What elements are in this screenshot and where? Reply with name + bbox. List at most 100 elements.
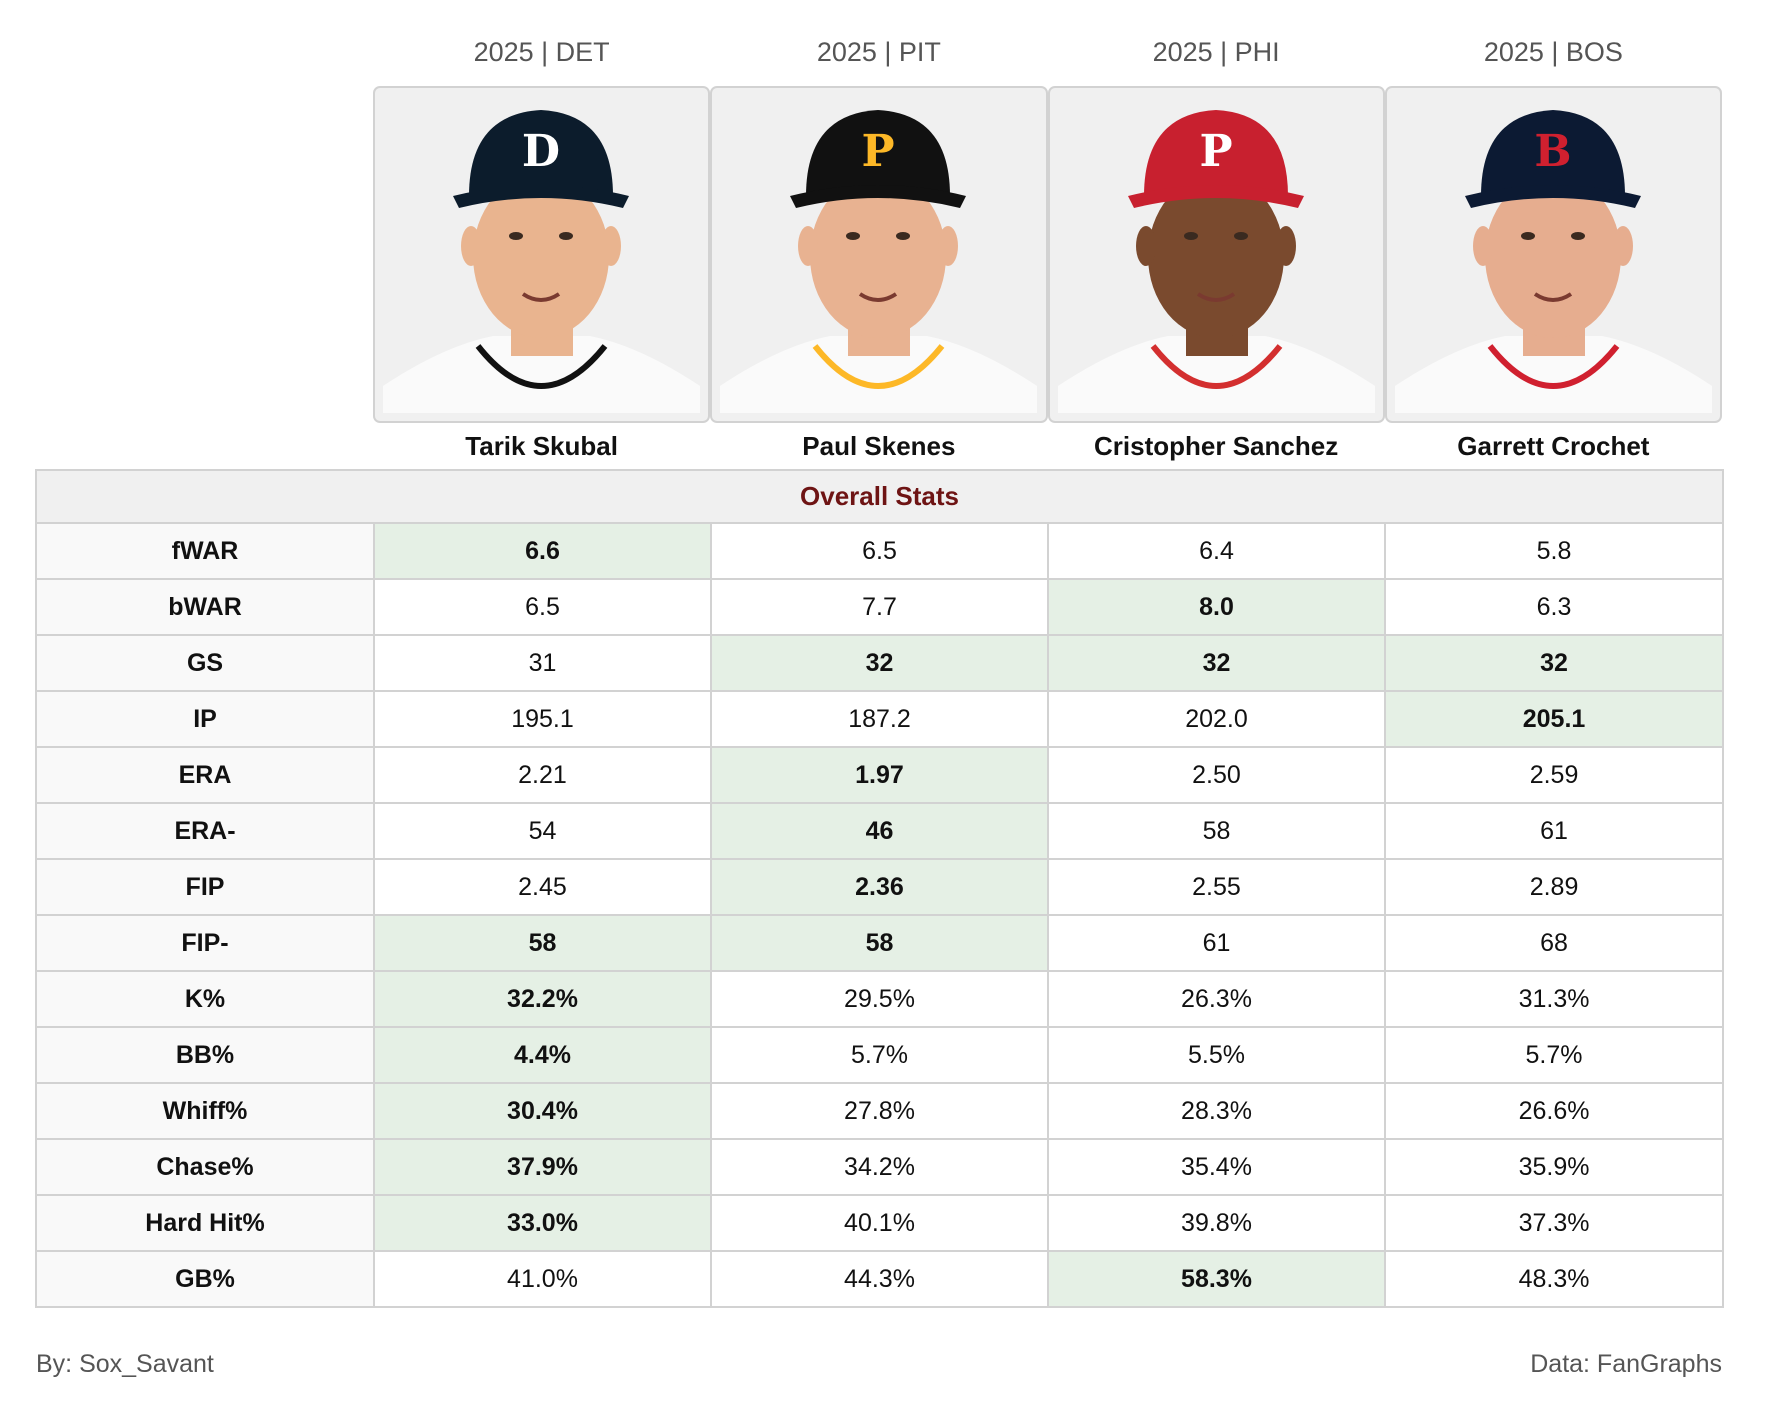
table-row: bWAR 6.5 7.7 8.0 6.3: [35, 578, 1725, 636]
table-row: FIP- 58 58 61 68: [35, 914, 1725, 972]
stat-value-skenes: 34.2%: [710, 1138, 1049, 1196]
table-row: K% 32.2% 29.5% 26.3% 31.3%: [35, 970, 1725, 1028]
stat-value-skubal: 4.4%: [373, 1026, 712, 1084]
team-label-skubal: 2025 | DET: [473, 37, 610, 67]
stat-value-skubal: 58: [373, 914, 712, 972]
stat-label: bWAR: [35, 578, 375, 636]
stat-value-crochet: 2.89: [1383, 858, 1725, 916]
author-credit: By: Sox_Savant: [36, 1350, 214, 1378]
stat-label: Chase%: [35, 1138, 375, 1196]
stat-value-skenes: 1.97: [710, 746, 1049, 804]
team-label-crochet: 2025 | BOS: [1483, 37, 1623, 67]
stat-value-crochet: 2.59: [1383, 746, 1725, 804]
stat-value-sanchez: 58: [1047, 802, 1386, 860]
stat-value-skenes: 5.7%: [710, 1026, 1049, 1084]
stat-value-skubal: 30.4%: [373, 1082, 712, 1140]
stat-value-skubal: 41.0%: [373, 1250, 712, 1308]
stats-body: fWAR 6.6 6.5 6.4 5.8 bWAR 6.5 7.7 8.0 6.3 GS 31 32 32…: [35, 522, 1725, 1308]
stat-value-skubal: 195.1: [373, 690, 712, 748]
stat-value-skenes: 187.2: [710, 690, 1049, 748]
svg-text:B: B: [1534, 126, 1571, 177]
stat-label: GS: [35, 634, 375, 692]
team-label-skenes: 2025 | PIT: [816, 37, 941, 67]
stat-value-sanchez: 61: [1047, 914, 1386, 972]
stat-value-crochet: 68: [1383, 914, 1725, 972]
stat-value-crochet: 31.3%: [1383, 970, 1725, 1028]
stat-value-sanchez: 5.5%: [1047, 1026, 1386, 1084]
stat-label: BB%: [35, 1026, 375, 1084]
stat-label: K%: [35, 970, 375, 1028]
stat-label: Hard Hit%: [35, 1194, 375, 1252]
player-name-skenes: Paul Skenes: [802, 431, 956, 461]
stat-value-sanchez: 58.3%: [1047, 1250, 1386, 1308]
svg-text:D: D: [522, 126, 560, 177]
player-photo-crochet: B: [1384, 86, 1722, 423]
stat-value-sanchez: 202.0: [1047, 690, 1386, 748]
svg-text:P: P: [1199, 126, 1232, 177]
stat-value-skenes: 40.1%: [710, 1194, 1049, 1252]
stat-value-skenes: 32: [710, 634, 1049, 692]
stat-value-sanchez: 28.3%: [1047, 1082, 1386, 1140]
player-name-sanchez: Cristopher Sanchez: [1094, 431, 1339, 461]
table-row: fWAR 6.6 6.5 6.4 5.8: [35, 522, 1725, 580]
stat-value-skubal: 54: [373, 802, 712, 860]
player-headshot-icon: P: [1057, 96, 1375, 413]
table-row: Chase% 37.9% 34.2% 35.4% 35.9%: [35, 1138, 1725, 1196]
stat-value-skubal: 32.2%: [373, 970, 712, 1028]
table-row: ERA- 54 46 58 61: [35, 802, 1725, 860]
stat-value-sanchez: 35.4%: [1047, 1138, 1386, 1196]
stat-value-crochet: 5.7%: [1383, 1026, 1725, 1084]
stat-value-sanchez: 8.0: [1047, 578, 1386, 636]
player-photo-sanchez: P: [1047, 86, 1385, 423]
player-names: Tarik Skubal Paul Skenes Cristopher Sanc…: [373, 424, 1722, 468]
stat-value-skubal: 33.0%: [373, 1194, 712, 1252]
table-row: GS 31 32 32 32: [35, 634, 1725, 692]
table-row: Hard Hit% 33.0% 40.1% 39.8% 37.3%: [35, 1194, 1725, 1252]
stat-value-skenes: 58: [710, 914, 1049, 972]
stat-value-sanchez: 6.4: [1047, 522, 1386, 580]
stat-value-crochet: 61: [1383, 802, 1725, 860]
stat-value-skubal: 6.6: [373, 522, 712, 580]
stat-value-crochet: 5.8: [1383, 522, 1725, 580]
table-row: ERA 2.21 1.97 2.50 2.59: [35, 746, 1725, 804]
player-photo-skubal: D: [373, 86, 711, 423]
player-headshot-icon: D: [383, 96, 700, 413]
table-row: IP 195.1 187.2 202.0 205.1: [35, 690, 1725, 748]
stat-value-sanchez: 26.3%: [1047, 970, 1386, 1028]
stat-value-skenes: 29.5%: [710, 970, 1049, 1028]
stat-value-skubal: 2.45: [373, 858, 712, 916]
table-row: GB% 41.0% 44.3% 58.3% 48.3%: [35, 1250, 1725, 1308]
stat-value-crochet: 48.3%: [1383, 1250, 1725, 1308]
data-source: Data: FanGraphs: [1530, 1350, 1722, 1378]
player-name-crochet: Garrett Crochet: [1457, 431, 1650, 461]
stat-value-skubal: 31: [373, 634, 712, 692]
table-row: FIP 2.45 2.36 2.55 2.89: [35, 858, 1725, 916]
stat-value-skenes: 6.5: [710, 522, 1049, 580]
player-headshot-icon: B: [1394, 96, 1712, 413]
stats-table: Overall Stats fWAR 6.6 6.5 6.4 5.8 bWAR 6.5 7.7…: [34, 469, 1725, 1308]
svg-text:P: P: [862, 126, 895, 177]
stat-value-crochet: 6.3: [1383, 578, 1725, 636]
player-headshot-icon: P: [720, 96, 1038, 413]
section-header-row: Overall Stats: [34, 469, 1725, 524]
stat-label: GB%: [35, 1250, 375, 1308]
stat-value-skenes: 7.7: [710, 578, 1049, 636]
stat-label: FIP: [35, 858, 375, 916]
stat-label: fWAR: [35, 522, 375, 580]
stat-value-sanchez: 32: [1047, 634, 1386, 692]
stat-value-skubal: 37.9%: [373, 1138, 712, 1196]
stat-value-sanchez: 39.8%: [1047, 1194, 1386, 1252]
stat-label: IP: [35, 690, 375, 748]
section-title: Overall Stats: [34, 469, 1725, 524]
team-season-labels: 2025 | DET 2025 | PIT 2025 | PHI 2025 | …: [373, 30, 1722, 74]
table-row: Whiff% 30.4% 27.8% 28.3% 26.6%: [35, 1082, 1725, 1140]
stat-label: ERA: [35, 746, 375, 804]
player-photo-skenes: P: [710, 86, 1048, 423]
stat-label: FIP-: [35, 914, 375, 972]
stat-value-skubal: 6.5: [373, 578, 712, 636]
stat-label: ERA-: [35, 802, 375, 860]
table-row: BB% 4.4% 5.7% 5.5% 5.7%: [35, 1026, 1725, 1084]
stat-value-skenes: 2.36: [710, 858, 1049, 916]
stat-value-crochet: 35.9%: [1383, 1138, 1725, 1196]
